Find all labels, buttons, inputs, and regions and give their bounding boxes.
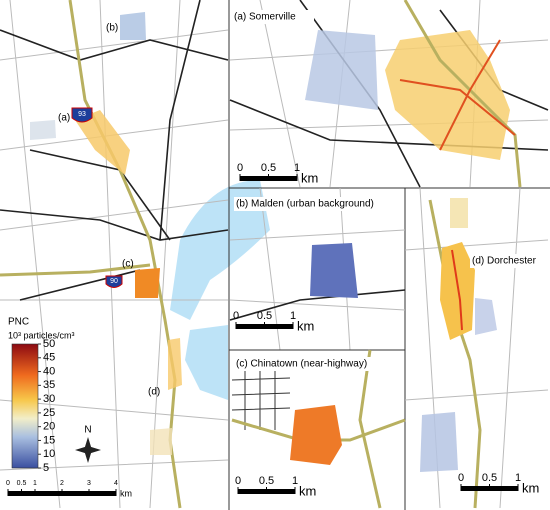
scale-label: 0.5 — [257, 310, 272, 322]
highway — [403, 0, 522, 188]
site-c — [290, 405, 342, 465]
scale-label: 0 — [235, 475, 241, 487]
scale-label: 2 — [60, 480, 64, 487]
colorbar — [11, 343, 39, 469]
roads — [229, 187, 406, 351]
site-d-bg — [150, 428, 172, 455]
major-road — [229, 289, 406, 321]
site-a — [385, 30, 510, 160]
overview-label: (d) — [148, 387, 160, 398]
title-bg — [470, 254, 546, 268]
scale-unit: km — [297, 318, 314, 333]
overview-label: (b) — [106, 23, 118, 34]
shield — [71, 107, 93, 123]
shield-label: 90 — [110, 278, 118, 285]
site-b — [310, 243, 358, 298]
scale-label: 1 — [292, 475, 298, 487]
title-bg — [232, 10, 314, 24]
site-a — [75, 110, 130, 175]
colorbar-label: 50 — [43, 338, 55, 350]
panel-title: (a) Somerville — [234, 12, 296, 23]
scale-unit: km — [299, 483, 316, 498]
colorbar-label: 5 — [43, 462, 49, 474]
site-a-bg — [30, 120, 56, 140]
colorbar-label: 30 — [43, 393, 55, 405]
colorbar-label: 45 — [43, 352, 55, 364]
overview-label: (c) — [122, 259, 134, 270]
scale-label: 0.5 — [482, 472, 497, 484]
colorbar-label: 25 — [43, 407, 55, 419]
site-b — [120, 12, 146, 40]
panel-title: (b) Malden (urban background) — [236, 199, 374, 210]
scale-label: 1 — [290, 310, 296, 322]
overview-map: (a) (b) (c) (d) 93 90 N PNC 10³ particle… — [0, 0, 270, 509]
scale-label: 0 — [237, 162, 243, 174]
title-bg — [234, 197, 390, 211]
site-d-bg — [450, 198, 468, 228]
scale-label: 4 — [114, 480, 118, 487]
north-arrow — [75, 437, 101, 463]
colorbar-label: 15 — [43, 434, 55, 446]
colorbar-label: 20 — [43, 421, 55, 433]
scale-unit: km — [120, 488, 132, 498]
site-d-bg2 — [475, 298, 497, 335]
labels: (a) Somerville (b) Malden (urban backgro… — [232, 10, 546, 371]
street-grid — [231, 370, 291, 430]
panel-d — [404, 187, 549, 509]
colorbar-label: 35 — [43, 379, 55, 391]
site-d-bg3 — [420, 412, 458, 472]
roads — [404, 187, 549, 509]
title-bg — [234, 357, 384, 371]
shield — [105, 275, 123, 288]
legend-title: PNC — [8, 317, 29, 328]
water — [185, 325, 228, 400]
scale-label: 1 — [294, 162, 300, 174]
north-label: N — [84, 425, 91, 436]
scale-label: 0 — [458, 472, 464, 484]
highway-hotspot — [451, 249, 463, 331]
scale-label: 1 — [33, 480, 37, 487]
site-d — [440, 242, 475, 340]
legend-unit: 10³ particles/cm³ — [8, 330, 75, 340]
panel-c — [231, 349, 406, 509]
panel-a — [229, 0, 549, 188]
roads — [229, 0, 549, 188]
panel-b — [229, 187, 406, 351]
scale-label: 0 — [233, 310, 239, 322]
shield-label: 93 — [78, 111, 86, 118]
panel-title: (d) Dorchester — [472, 256, 537, 267]
scale-unit: km — [522, 480, 539, 495]
scale-label: 0.5 — [17, 480, 27, 487]
highway-hotspot — [399, 39, 516, 151]
scale-label: 0 — [6, 480, 10, 487]
overview-label: (a) — [58, 113, 70, 124]
site-d — [168, 338, 182, 390]
panel-title: (c) Chinatown (near-highway) — [236, 359, 367, 370]
water — [170, 180, 270, 320]
scale-label: 0.5 — [259, 475, 274, 487]
scale-label: 3 — [87, 480, 91, 487]
scale-label: 1 — [515, 472, 521, 484]
scale-unit: km — [301, 170, 318, 185]
site-a-bg — [305, 30, 378, 110]
colorbar-label: 10 — [43, 448, 55, 460]
site-c — [135, 268, 160, 298]
colorbar-label: 40 — [43, 365, 55, 377]
scale-label: 0.5 — [261, 162, 276, 174]
